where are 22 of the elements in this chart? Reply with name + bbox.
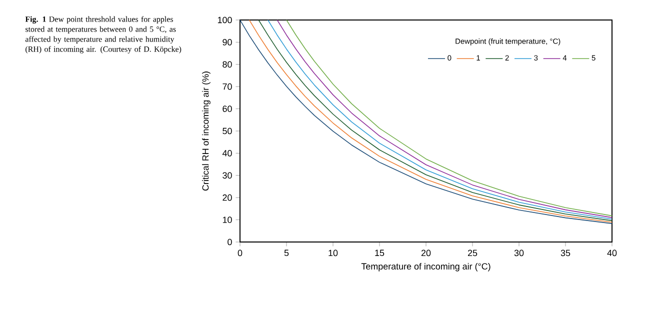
y-tick-label: 40 bbox=[222, 150, 232, 156]
x-tick-label: 35 bbox=[560, 250, 570, 256]
x-tick-label: 30 bbox=[514, 250, 524, 256]
y-tick-label: 20 bbox=[222, 194, 232, 201]
y-tick-label: 60 bbox=[222, 106, 232, 112]
y-tick-label: 50 bbox=[222, 128, 232, 134]
y-tick-label: 80 bbox=[222, 61, 232, 68]
x-tick-label: 25 bbox=[468, 250, 478, 256]
y-tick-label: 0 bbox=[228, 238, 232, 246]
x-tick-label: 5 bbox=[284, 250, 289, 256]
x-axis-title: Temperature of incoming air (°C) bbox=[361, 262, 490, 272]
y-tick-label: 30 bbox=[222, 172, 232, 179]
x-tick-label: 10 bbox=[328, 250, 338, 256]
y-axis-title: Critical RH of incoming air (%) bbox=[202, 72, 210, 191]
y-tick-label: 70 bbox=[222, 83, 232, 90]
y-tick-label: 100 bbox=[218, 16, 232, 24]
x-tick-label: 40 bbox=[607, 250, 617, 256]
x-tick-label: 20 bbox=[421, 250, 431, 256]
y-tick-label: 10 bbox=[222, 216, 232, 223]
y-tick-label: 90 bbox=[222, 39, 232, 46]
x-tick-label: 15 bbox=[375, 250, 384, 256]
x-tick-label: 0 bbox=[238, 250, 242, 256]
